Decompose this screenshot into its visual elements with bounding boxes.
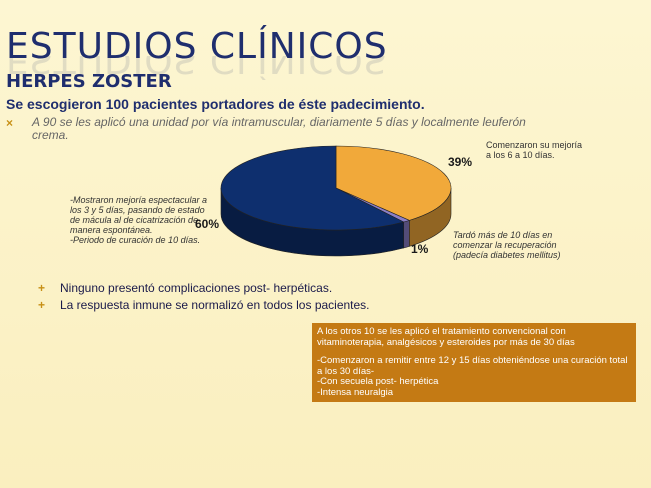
pie-label-1: 1% [411, 242, 429, 256]
plus-bullet-icon: + [38, 281, 46, 295]
plus-bullet-icon: + [38, 298, 46, 312]
conventional-treatment-note: A los otros 10 se les aplicó el tratamie… [312, 323, 636, 402]
note-line: -Con secuela post- herpética [317, 376, 439, 387]
list-item-text: Ninguno presentó complicaciones post- he… [60, 281, 333, 295]
treatment-bullet-text: A 90 se les aplicó una unidad por vía in… [32, 115, 526, 142]
pie-slice-2 [220, 145, 405, 231]
pie-side-1 [403, 219, 410, 249]
pie-label-39: 39% [448, 155, 473, 169]
note-line: A los otros 10 se les aplicó el tratamie… [317, 326, 575, 348]
bullet-list: + Ninguno presentó complicaciones post- h… [38, 281, 370, 315]
treatment-bullet: × A 90 se les aplicó una unidad por vía i… [6, 116, 566, 142]
list-item: + La respuesta inmune se normalizó en tod… [38, 298, 370, 312]
pie-slice-0 [335, 145, 452, 221]
pie-label-60: 60% [195, 217, 220, 231]
note-line: -Intensa neuralgia [317, 386, 394, 398]
annotation-1: Tardó más de 10 días en comenzar la recu… [453, 230, 561, 260]
x-bullet-icon: × [6, 116, 14, 130]
intro-text: Se escogieron 100 pacientes portadores d… [6, 96, 425, 112]
slide-title: ESTUDIOS CLÍNICOS [6, 26, 388, 67]
list-item: + Ninguno presentó complicaciones post- h… [38, 281, 370, 295]
annotation-60: -Mostraron mejoría espectacular a los 3 … [70, 195, 208, 245]
annotation-39: Comenzaron su mejoría a los 6 a 10 días. [486, 140, 583, 160]
note-line: -Comenzaron a remitir entre 12 y 15 días… [317, 355, 628, 377]
slide-subtitle: HERPES ZOSTER [6, 71, 172, 92]
list-item-text: La respuesta inmune se normalizó en todo… [60, 298, 370, 312]
